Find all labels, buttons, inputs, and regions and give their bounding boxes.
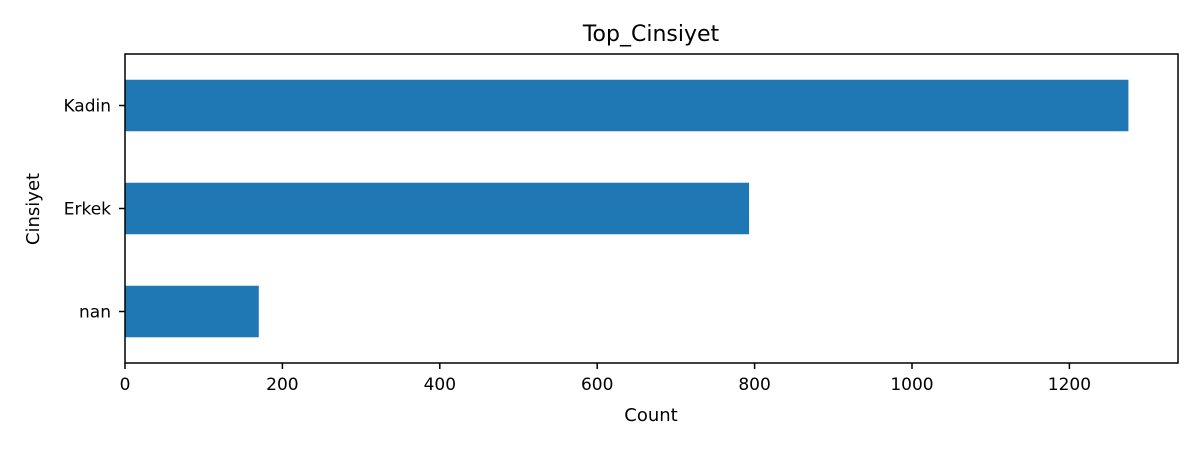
- x-axis-label: Count: [624, 405, 677, 426]
- plot-frame: [124, 53, 1179, 364]
- x-tick-label-400: 400: [424, 375, 456, 395]
- x-tick-label-600: 600: [581, 375, 613, 395]
- x-tick-label-1200: 1200: [1048, 375, 1091, 395]
- x-axis-ticks: 0 200 400 600 800 1000 1200: [120, 363, 1091, 395]
- y-tick-label-kadin: Kadin: [63, 97, 111, 117]
- chart-title: Top_Cinsiyet: [582, 22, 720, 47]
- x-tick-label-200: 200: [266, 375, 298, 395]
- y-axis-label: Cinsiyet: [23, 173, 44, 245]
- x-tick-label-800: 800: [738, 375, 770, 395]
- bars-group: [125, 79, 1129, 338]
- x-tick-label-1000: 1000: [890, 375, 933, 395]
- x-tick-label-0: 0: [120, 375, 131, 395]
- y-tick-label-nan: nan: [79, 303, 111, 323]
- y-axis-ticks: Kadin Erkek nan: [63, 97, 125, 323]
- bar-kadin: [125, 79, 1129, 132]
- y-tick-label-erkek: Erkek: [64, 200, 111, 220]
- bar-nan: [125, 285, 259, 338]
- bar-erkek: [125, 182, 750, 235]
